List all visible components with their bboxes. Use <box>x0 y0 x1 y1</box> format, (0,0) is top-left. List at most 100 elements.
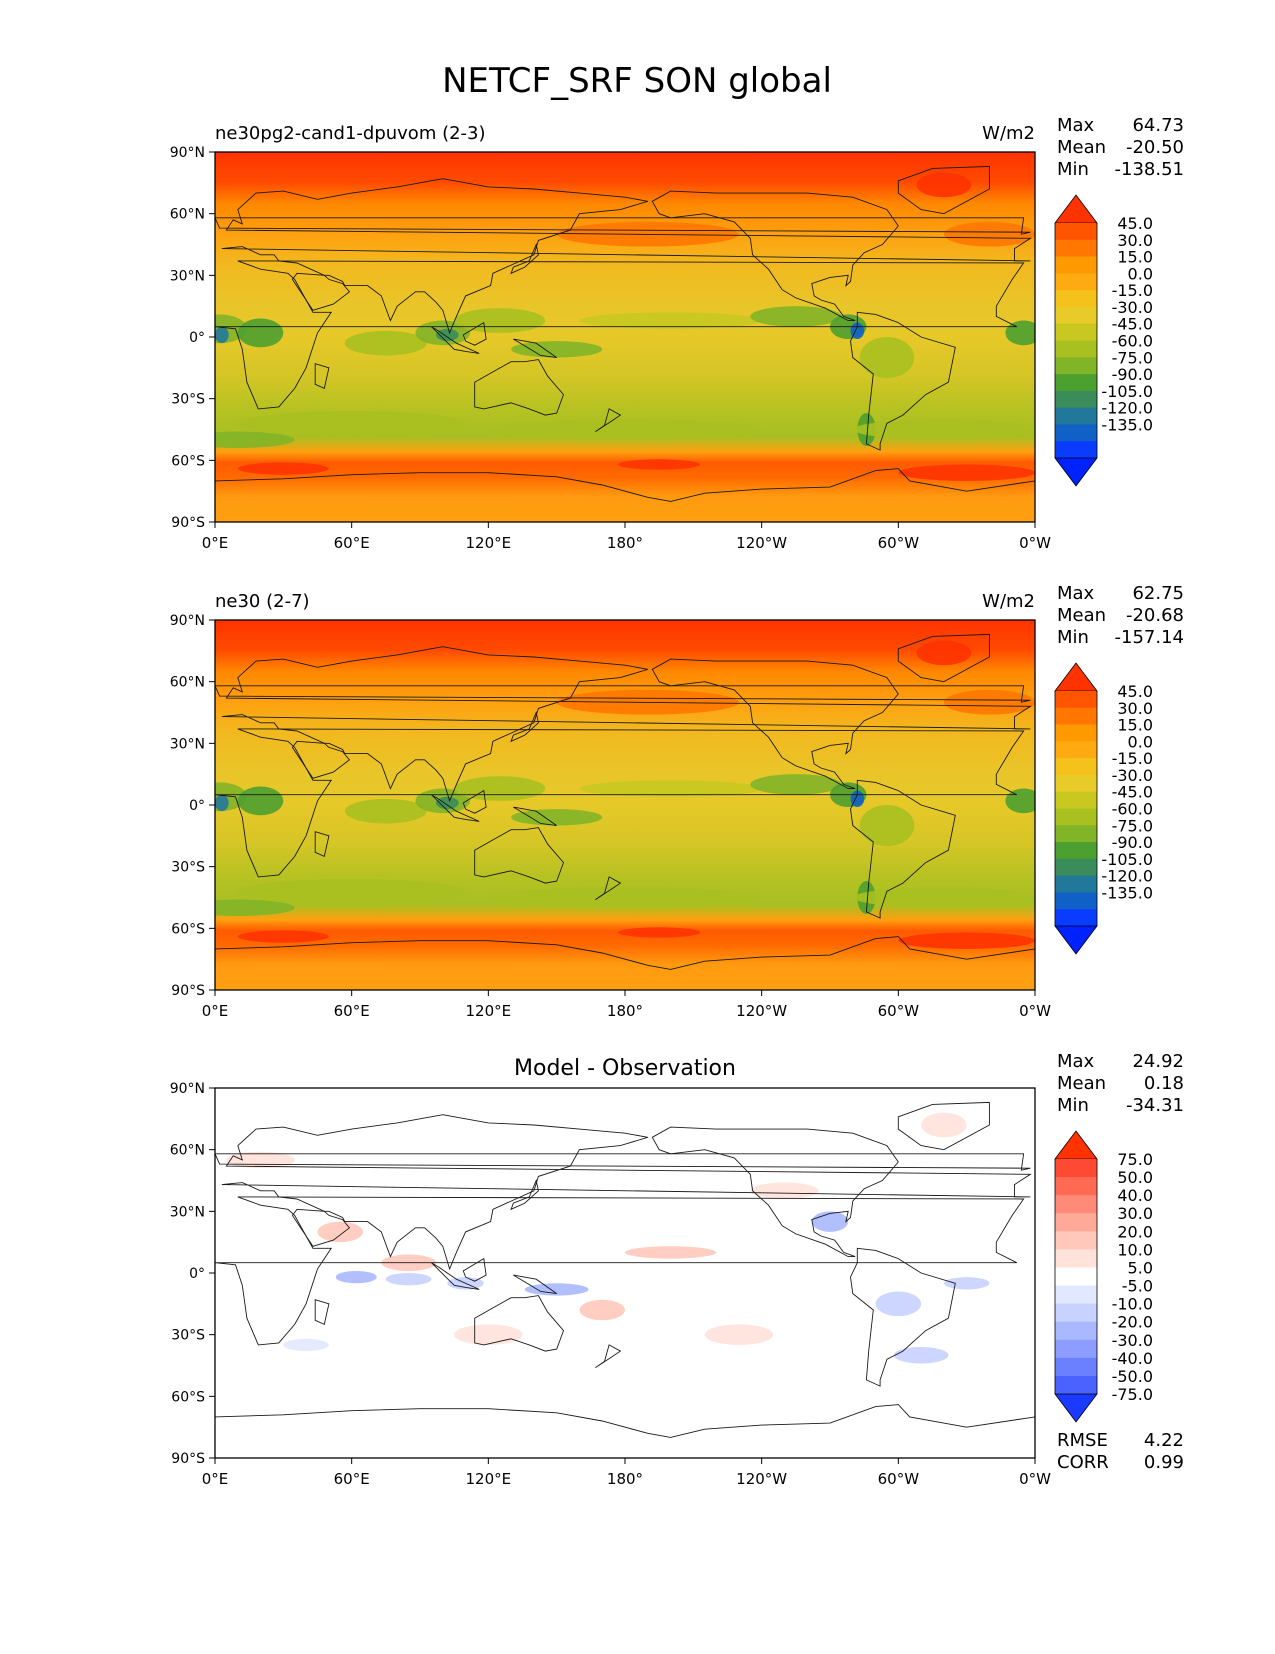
colorbar-segment <box>1055 1231 1097 1250</box>
colorbar-segment <box>1055 825 1097 843</box>
stat-name: Min <box>1057 1095 1089 1116</box>
lon-tick-label: 0°E <box>202 534 229 552</box>
colorbar-segment <box>1055 1159 1097 1178</box>
stat-name: Min <box>1057 627 1089 648</box>
field-contour <box>893 1347 949 1364</box>
lon-tick-label: 120°W <box>736 534 787 552</box>
colorbar-segment <box>1055 424 1097 442</box>
field-contour <box>859 805 915 847</box>
colorbar-segment <box>1055 1303 1097 1323</box>
colorbar-segment <box>1055 724 1097 742</box>
colorbar-extend-bottom <box>1054 1393 1098 1423</box>
stat-name: Mean <box>1057 605 1106 626</box>
stat-name: RMSE <box>1057 1430 1108 1451</box>
stat-value: -157.14 <box>1115 627 1184 648</box>
colorbar-label: 40.0 <box>1117 1186 1153 1205</box>
colorbar-segment <box>1055 858 1097 877</box>
colorbar: 75.050.040.030.020.010.05.0-5.0-10.0-20.… <box>1054 1130 1153 1423</box>
lat-tick-label: 30°S <box>171 392 205 408</box>
colorbar-label: 75.0 <box>1117 1150 1153 1169</box>
lat-tick-label: 30°N <box>170 1204 205 1220</box>
lon-tick-label: 120°W <box>736 1002 787 1020</box>
lat-tick-label: 90°N <box>170 613 205 629</box>
colorbar-label: -60.0 <box>1112 800 1153 819</box>
coastline-segment <box>595 408 622 432</box>
stat-name: Max <box>1057 115 1095 136</box>
colorbar-segment <box>1055 323 1097 341</box>
stat-value: 24.92 <box>1132 1051 1184 1072</box>
coastline-segment <box>215 936 1035 990</box>
field-contour <box>811 1211 849 1232</box>
coastline-segment <box>510 1179 539 1211</box>
colorbar-label: -105.0 <box>1101 382 1153 401</box>
coastline-segment <box>215 1153 1031 1171</box>
field-contour <box>859 337 915 379</box>
lat-tick-label: 60°N <box>170 1143 205 1159</box>
field-contour <box>1005 788 1035 814</box>
lat-tick-label: 30°N <box>170 736 205 752</box>
lat-tick-label: 90°S <box>171 1451 205 1467</box>
figure-title: NETCF_SRF SON global <box>442 61 832 101</box>
colorbar-segment <box>1055 791 1097 809</box>
colorbar-segment <box>1055 290 1097 308</box>
colorbar-segment <box>1055 707 1097 726</box>
field-contour <box>943 689 1035 715</box>
colorbar-segment <box>1055 239 1097 258</box>
field-contour <box>215 326 229 344</box>
coastline-segment <box>513 1274 557 1295</box>
lon-tick-label: 0°E <box>202 1002 229 1020</box>
coastline-segment <box>215 468 1035 522</box>
lat-axis: 90°N 60°N 30°N 0° 30°S 60°S 90°S <box>170 613 215 999</box>
coastline-segment <box>215 217 1031 235</box>
lat-tick-label: 90°S <box>171 983 205 999</box>
panel-units: W/m2 <box>982 123 1035 144</box>
coastline-segment <box>513 338 557 359</box>
field-contour <box>943 1277 990 1290</box>
colorbar-label: -30.0 <box>1112 1331 1153 1350</box>
colorbar-label: -15.0 <box>1112 749 1153 768</box>
coastline-segment <box>462 1257 487 1282</box>
colorbar-segment <box>1055 374 1097 392</box>
coastline-segment <box>897 633 990 683</box>
lon-tick-label: 60°E <box>334 534 370 552</box>
colorbar-label: -105.0 <box>1101 850 1153 869</box>
lon-tick-label: 0°W <box>1019 534 1051 552</box>
field-contour <box>898 932 1035 949</box>
coastline-segment <box>291 1208 351 1247</box>
colorbar-frame <box>1054 1159 1098 1394</box>
coastline-segment <box>510 711 539 743</box>
coastline-segment <box>215 1404 1035 1458</box>
field-contour <box>579 780 762 797</box>
field-contour <box>852 887 1035 908</box>
field-contour <box>215 431 295 448</box>
colorbar-label: -135.0 <box>1101 415 1153 434</box>
field-contour <box>511 341 603 358</box>
coastline-segment <box>510 243 539 275</box>
coastline-segment <box>595 876 622 900</box>
lat-axis: 90°N 60°N 30°N 0° 30°S 60°S 90°S <box>170 1081 215 1467</box>
lon-tick-label: 0°W <box>1019 1002 1051 1020</box>
coastline-segment <box>474 359 565 416</box>
colorbar-label: 0.0 <box>1128 264 1153 283</box>
colorbar-label: -30.0 <box>1112 298 1153 317</box>
lat-tick-label: 90°N <box>170 1081 205 1097</box>
colorbar-label: 10.0 <box>1117 1240 1153 1259</box>
colorbar-label: -60.0 <box>1112 332 1153 351</box>
stat-name: CORR <box>1057 1452 1109 1473</box>
colorbar-label: -50.0 <box>1112 1367 1153 1386</box>
colorbar: 45.030.015.00.0-15.0-30.0-45.0-60.0-75.0… <box>1054 662 1153 955</box>
colorbar-label: 5.0 <box>1128 1258 1153 1277</box>
colorbar-label: 20.0 <box>1117 1222 1153 1241</box>
field-contour <box>488 419 762 440</box>
field-contour <box>488 887 762 908</box>
field-contour <box>750 774 842 795</box>
colorbar-label: -135.0 <box>1101 883 1153 902</box>
field-contour <box>385 1273 432 1286</box>
lon-tick-label: 120°E <box>466 1002 512 1020</box>
lon-tick-label: 180° <box>607 534 643 552</box>
lat-tick-label: 30°S <box>171 860 205 876</box>
coastline-segment <box>513 806 557 827</box>
field-contour <box>435 796 459 810</box>
colorbar-label: -20.0 <box>1112 1313 1153 1332</box>
colorbar-label: -75.0 <box>1112 816 1153 835</box>
